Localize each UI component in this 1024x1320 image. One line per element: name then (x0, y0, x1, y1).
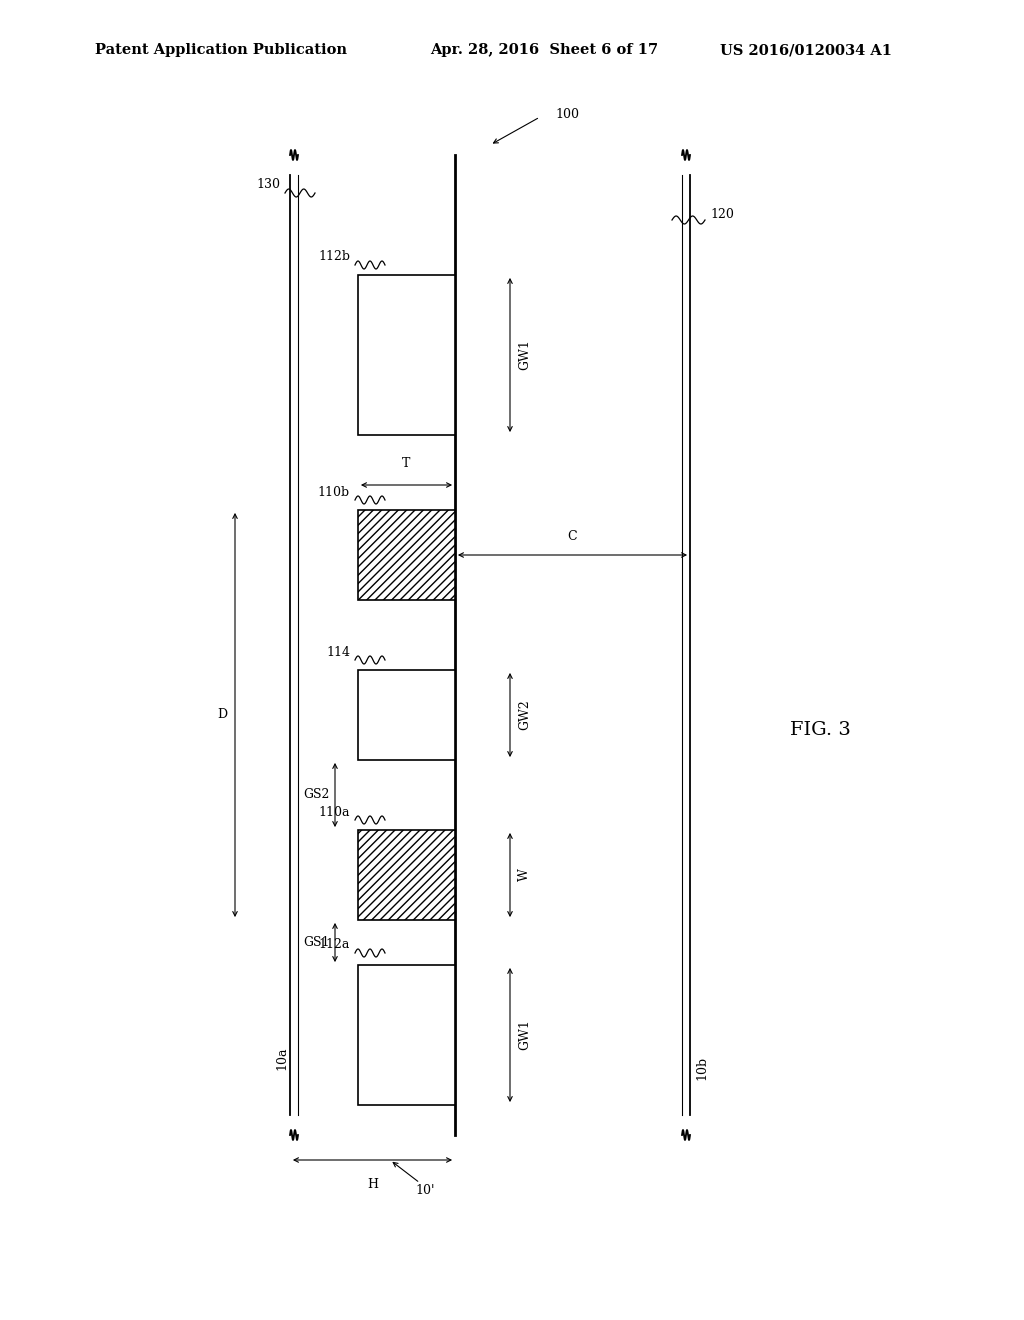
Text: 110a: 110a (318, 805, 350, 818)
Text: 114: 114 (326, 645, 350, 659)
Text: 10a: 10a (275, 1047, 289, 1071)
Text: W: W (518, 869, 531, 882)
Text: 120: 120 (710, 209, 734, 222)
Text: GW1: GW1 (518, 339, 531, 371)
Bar (358, 965, 455, 1105)
Text: 130: 130 (256, 178, 280, 191)
Bar (358, 275, 455, 436)
Text: Patent Application Publication: Patent Application Publication (95, 44, 347, 57)
Text: 110b: 110b (317, 486, 350, 499)
Text: FIG. 3: FIG. 3 (790, 721, 851, 739)
Bar (358, 510, 455, 601)
Text: 10': 10' (415, 1184, 434, 1196)
Text: D: D (217, 709, 227, 722)
Text: T: T (402, 457, 411, 470)
Text: Apr. 28, 2016  Sheet 6 of 17: Apr. 28, 2016 Sheet 6 of 17 (430, 44, 658, 57)
Text: GS1: GS1 (303, 936, 330, 949)
Text: 10b: 10b (695, 1056, 709, 1080)
Text: 112a: 112a (318, 939, 350, 952)
Bar (358, 830, 455, 920)
Text: 112b: 112b (318, 251, 350, 264)
Text: GS2: GS2 (304, 788, 330, 801)
Text: 100: 100 (555, 108, 579, 121)
Text: US 2016/0120034 A1: US 2016/0120034 A1 (720, 44, 892, 57)
Text: H: H (367, 1177, 378, 1191)
Text: GW1: GW1 (518, 1019, 531, 1051)
Text: C: C (567, 531, 578, 543)
Text: GW2: GW2 (518, 700, 531, 730)
Bar (358, 671, 455, 760)
